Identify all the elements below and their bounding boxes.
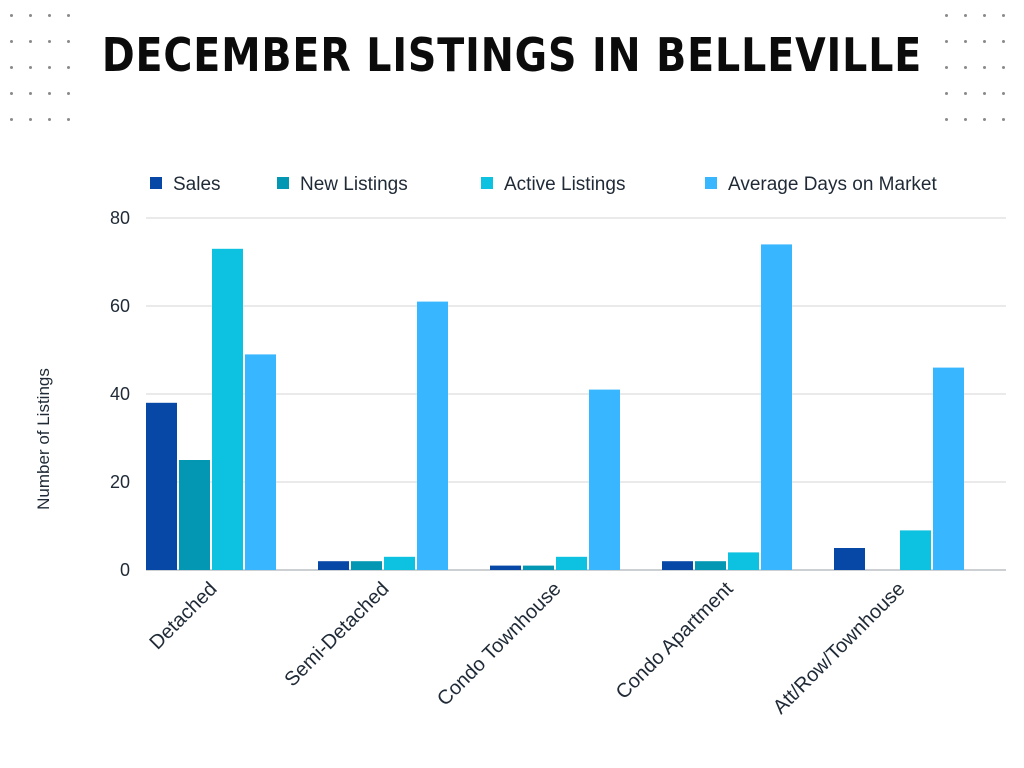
x-tick-label: Condo Townhouse [433, 578, 565, 710]
decorative-dot [10, 92, 13, 95]
decorative-dot [983, 40, 986, 43]
bar-average-days-on-market [245, 354, 276, 570]
decorative-dot [983, 66, 986, 69]
legend-label: New Listings [300, 174, 408, 195]
decorative-dot [983, 92, 986, 95]
decorative-dot [945, 92, 948, 95]
decorative-dot [48, 40, 51, 43]
y-axis-label: Number of Listings [34, 368, 53, 510]
bar-active-listings [212, 248, 243, 571]
legend-label: Active Listings [504, 174, 625, 195]
decorative-dot [945, 14, 948, 17]
decorative-dot [10, 40, 13, 43]
legend-swatch [150, 177, 162, 189]
bar-sales [146, 402, 177, 570]
x-tick-label: Detached [145, 578, 221, 654]
decorative-dot [29, 40, 32, 43]
decorative-dot [67, 66, 70, 69]
bar-sales [662, 561, 693, 570]
decorative-dot [964, 118, 967, 121]
decorative-dot [48, 14, 51, 17]
decorative-dot [983, 14, 986, 17]
x-tick-label: Semi-Detached [281, 578, 394, 691]
decorative-dot [1002, 40, 1005, 43]
bar-average-days-on-market [417, 301, 448, 570]
bar-sales [490, 565, 521, 570]
decorative-dot [67, 118, 70, 121]
decorative-dot [29, 66, 32, 69]
bar-new-listings [351, 561, 382, 570]
bar-sales [318, 561, 349, 570]
bar-active-listings [728, 552, 759, 570]
decorative-dot [1002, 66, 1005, 69]
decorative-dot [67, 14, 70, 17]
bar-active-listings [556, 556, 587, 570]
legend-swatch [277, 177, 289, 189]
decorative-dot [945, 118, 948, 121]
bar-average-days-on-market [933, 367, 964, 570]
legend-swatch [705, 177, 717, 189]
decorative-dot [1002, 14, 1005, 17]
decorative-dot [10, 14, 13, 17]
decorative-dot [67, 40, 70, 43]
decorative-dot [29, 14, 32, 17]
y-tick-label: 0 [120, 560, 130, 580]
decorative-dot [48, 92, 51, 95]
decorative-dot [48, 118, 51, 121]
bar-active-listings [900, 530, 931, 570]
decorative-dot [67, 92, 70, 95]
legend-label: Average Days on Market [728, 174, 937, 195]
decorative-dot [1002, 92, 1005, 95]
y-tick-label: 20 [110, 472, 130, 492]
y-tick-label: 60 [110, 296, 130, 316]
decorative-dot [48, 66, 51, 69]
bar-average-days-on-market [761, 244, 792, 570]
y-tick-label: 80 [110, 208, 130, 228]
decorative-dot [964, 66, 967, 69]
x-tick-label: Att/Row/Townhouse [769, 578, 910, 719]
bar-active-listings [384, 556, 415, 570]
legend-swatch [481, 177, 493, 189]
bar-new-listings [523, 565, 554, 570]
decorative-dot [10, 66, 13, 69]
chart-title: DECEMBER LISTINGS IN BELLEVILLE [101, 28, 923, 82]
decorative-dot [945, 40, 948, 43]
decorative-dot [945, 66, 948, 69]
x-tick-label: Condo Apartment [612, 578, 738, 704]
decorative-dot [1002, 118, 1005, 121]
bar-sales [834, 548, 865, 570]
bar-new-listings [695, 561, 726, 570]
decorative-dot [964, 92, 967, 95]
bar-average-days-on-market [589, 389, 620, 570]
bar-new-listings [179, 460, 210, 570]
decorative-dot [964, 14, 967, 17]
legend-label: Sales [173, 174, 221, 195]
decorative-dot [983, 118, 986, 121]
decorative-dot [29, 92, 32, 95]
decorative-dot [29, 118, 32, 121]
decorative-dot [10, 118, 13, 121]
y-tick-label: 40 [110, 384, 130, 404]
decorative-dot [964, 40, 967, 43]
